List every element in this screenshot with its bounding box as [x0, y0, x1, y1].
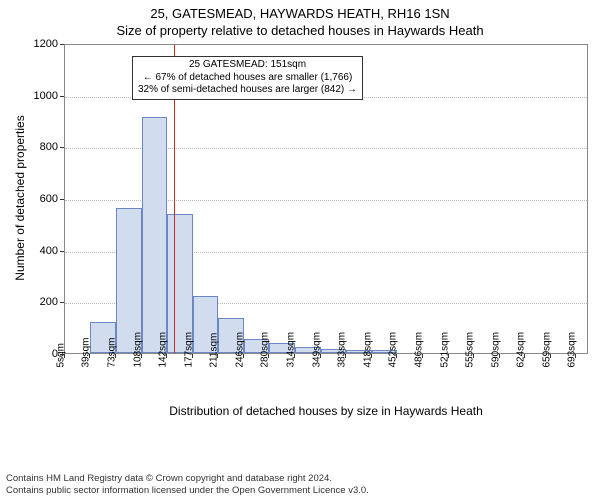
- title-line1: 25, GATESMEAD, HAYWARDS HEATH, RH16 1SN: [0, 6, 600, 23]
- footer-line1: Contains HM Land Registry data © Crown c…: [6, 473, 369, 485]
- ytick-mark: [60, 251, 64, 252]
- annotation-line: ← 67% of detached houses are smaller (1,…: [138, 72, 357, 85]
- annotation-line: 25 GATESMEAD: 151sqm: [138, 59, 357, 72]
- ytick-mark: [60, 147, 64, 148]
- ytick-mark: [60, 96, 64, 97]
- ytick-label: 800: [30, 141, 58, 153]
- ytick-mark: [60, 199, 64, 200]
- footer-attribution: Contains HM Land Registry data © Crown c…: [6, 473, 369, 497]
- chart-title: 25, GATESMEAD, HAYWARDS HEATH, RH16 1SN …: [0, 0, 600, 40]
- footer-line2: Contains public sector information licen…: [6, 485, 369, 497]
- y-axis-label: Number of detached properties: [13, 108, 27, 288]
- chart-area: 25 GATESMEAD: 151sqm← 67% of detached ho…: [0, 38, 600, 428]
- ytick-mark: [60, 302, 64, 303]
- histogram-bar: [142, 117, 167, 353]
- annotation-box: 25 GATESMEAD: 151sqm← 67% of detached ho…: [132, 56, 363, 100]
- ytick-label: 1200: [30, 38, 58, 50]
- ytick-label: 600: [30, 193, 58, 205]
- ytick-label: 0: [30, 348, 58, 360]
- plot-area: 25 GATESMEAD: 151sqm← 67% of detached ho…: [64, 44, 588, 354]
- ytick-label: 1000: [30, 90, 58, 102]
- ytick-mark: [60, 44, 64, 45]
- annotation-line: 32% of semi-detached houses are larger (…: [138, 84, 357, 97]
- ytick-label: 400: [30, 245, 58, 257]
- ytick-label: 200: [30, 296, 58, 308]
- x-axis-label: Distribution of detached houses by size …: [64, 404, 588, 418]
